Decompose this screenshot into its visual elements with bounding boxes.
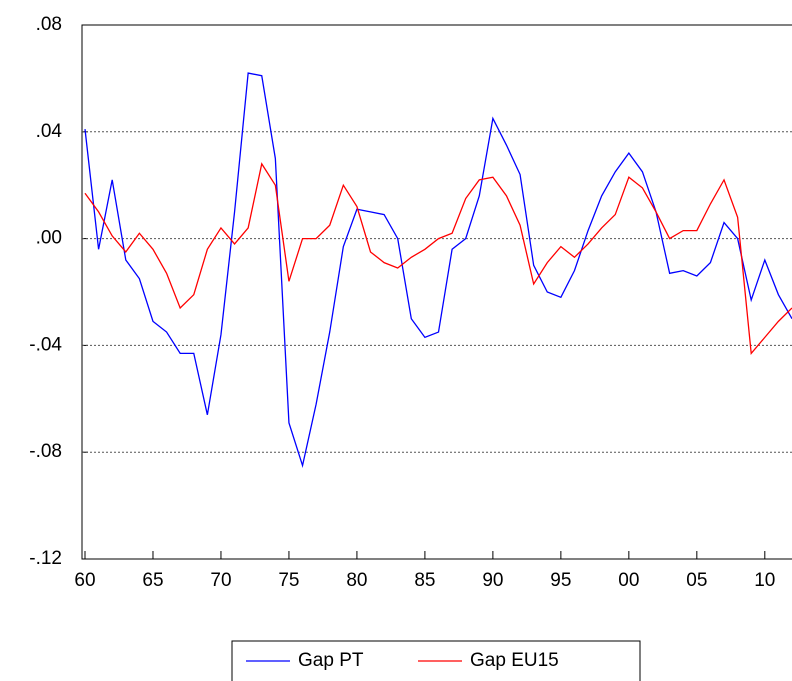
legend-label: Gap PT <box>298 650 364 671</box>
y-tick-label: .00 <box>36 228 62 249</box>
y-tick-label: -.08 <box>29 441 62 462</box>
y-tick-label: -.12 <box>29 548 62 569</box>
x-tick-label: 85 <box>414 570 435 591</box>
plot-frame <box>81 24 792 560</box>
x-tick-label: 95 <box>550 570 571 591</box>
x-tick-label: 10 <box>754 570 775 591</box>
x-tick-label: 80 <box>346 570 367 591</box>
y-tick-label: .08 <box>36 14 62 35</box>
legend-label: Gap EU15 <box>470 650 559 671</box>
y-tick-label: .04 <box>36 121 63 142</box>
series-line <box>84 72 792 469</box>
x-tick-label: 75 <box>278 570 299 591</box>
x-tick-label: 00 <box>618 570 639 591</box>
y-tick-label: -.04 <box>29 334 62 355</box>
x-tick-label: 65 <box>142 570 163 591</box>
x-tick-label: 90 <box>482 570 503 591</box>
x-tick-label: 70 <box>210 570 231 591</box>
x-tick-label: 05 <box>686 570 707 591</box>
series-line <box>84 162 792 355</box>
x-tick-label: 60 <box>74 570 95 591</box>
